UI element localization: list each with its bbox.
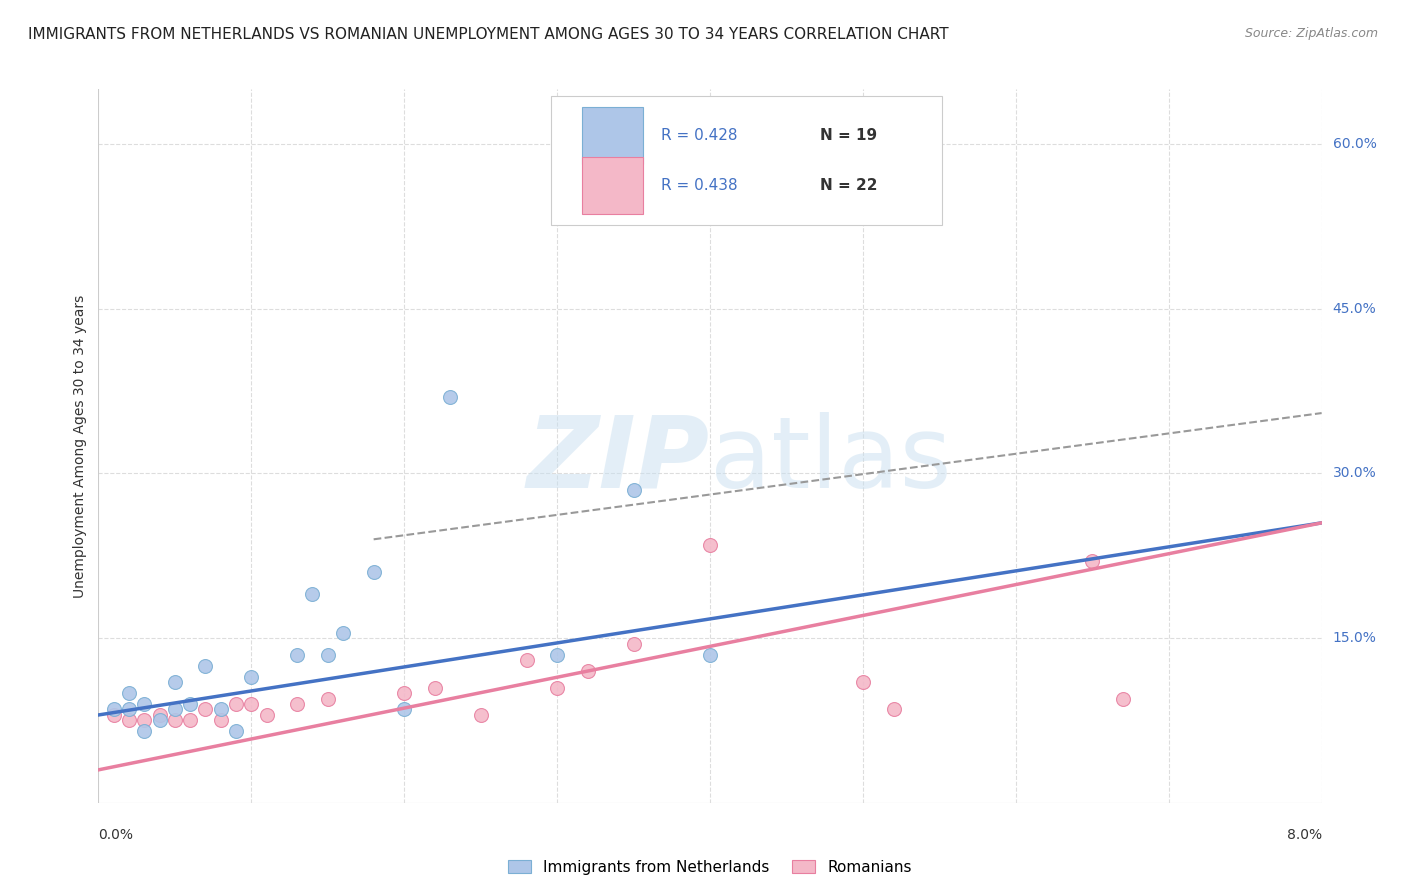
Point — [240, 697, 263, 711]
FancyBboxPatch shape — [582, 157, 643, 214]
Point — [163, 702, 186, 716]
Text: 15.0%: 15.0% — [1333, 632, 1376, 645]
Point — [149, 708, 172, 723]
Point — [883, 702, 905, 716]
Point — [134, 697, 156, 711]
Point — [623, 637, 645, 651]
Text: 60.0%: 60.0% — [1333, 137, 1376, 151]
Point — [118, 686, 141, 700]
Point — [149, 714, 172, 728]
Point — [285, 648, 308, 662]
Point — [163, 714, 186, 728]
Point — [118, 702, 141, 716]
Point — [103, 702, 125, 716]
Point — [546, 681, 568, 695]
Point — [163, 675, 186, 690]
Point — [546, 648, 568, 662]
FancyBboxPatch shape — [582, 107, 643, 164]
Point — [332, 625, 354, 640]
Text: 0.0%: 0.0% — [98, 828, 134, 842]
Point — [316, 691, 339, 706]
Point — [134, 714, 156, 728]
Point — [623, 483, 645, 497]
Point — [316, 648, 339, 662]
Text: IMMIGRANTS FROM NETHERLANDS VS ROMANIAN UNEMPLOYMENT AMONG AGES 30 TO 34 YEARS C: IMMIGRANTS FROM NETHERLANDS VS ROMANIAN … — [28, 27, 949, 42]
FancyBboxPatch shape — [551, 96, 942, 225]
Point — [240, 669, 263, 683]
Point — [194, 702, 217, 716]
Point — [301, 587, 323, 601]
Point — [852, 675, 875, 690]
Point — [576, 664, 599, 678]
Text: N = 22: N = 22 — [820, 178, 877, 193]
Point — [392, 702, 416, 716]
Text: R = 0.438: R = 0.438 — [661, 178, 738, 193]
Point — [363, 566, 385, 580]
Point — [1081, 554, 1104, 568]
Text: 8.0%: 8.0% — [1286, 828, 1322, 842]
Point — [179, 697, 201, 711]
Point — [225, 697, 247, 711]
Text: atlas: atlas — [710, 412, 952, 508]
Text: R = 0.428: R = 0.428 — [661, 128, 738, 143]
Point — [392, 686, 416, 700]
Point — [256, 708, 278, 723]
Point — [439, 390, 461, 404]
Text: 30.0%: 30.0% — [1333, 467, 1376, 481]
Point — [209, 702, 232, 716]
Point — [225, 724, 247, 739]
Point — [118, 714, 141, 728]
Point — [423, 681, 446, 695]
Text: N = 19: N = 19 — [820, 128, 877, 143]
Text: 45.0%: 45.0% — [1333, 301, 1376, 316]
Legend: Immigrants from Netherlands, Romanians: Immigrants from Netherlands, Romanians — [502, 854, 918, 880]
Point — [516, 653, 538, 667]
Text: Source: ZipAtlas.com: Source: ZipAtlas.com — [1244, 27, 1378, 40]
Y-axis label: Unemployment Among Ages 30 to 34 years: Unemployment Among Ages 30 to 34 years — [73, 294, 87, 598]
Point — [1112, 691, 1135, 706]
Point — [209, 714, 232, 728]
Point — [806, 202, 828, 217]
Point — [699, 538, 721, 552]
Point — [699, 648, 721, 662]
Text: ZIP: ZIP — [527, 412, 710, 508]
Point — [470, 708, 492, 723]
Point — [103, 708, 125, 723]
Point — [285, 697, 308, 711]
Point — [194, 658, 217, 673]
Point — [134, 724, 156, 739]
Point — [179, 714, 201, 728]
